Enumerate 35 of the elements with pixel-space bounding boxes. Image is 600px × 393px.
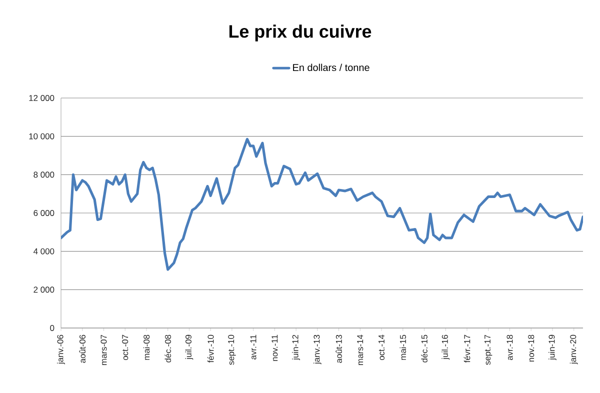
y-tick-label: 12 000: [29, 95, 54, 101]
x-tick-label: janv.-06: [57, 334, 65, 364]
x-tick-label: mai-08: [143, 334, 150, 360]
x-tick-label: nov.-18: [528, 334, 534, 362]
x-tick-label: sept.-10: [228, 334, 236, 365]
line-series: [61, 138, 584, 271]
x-tick-label: mai-15: [400, 334, 406, 360]
y-tick-label: 4 000: [33, 248, 54, 254]
x-tick-label: sept.-17: [484, 334, 492, 365]
x-tick-label: nov.-11: [272, 334, 278, 361]
chart-title: Le prix du cuivre: [229, 24, 372, 42]
x-tick-label: avr.-18: [506, 334, 513, 360]
x-tick-label: juil.-09: [185, 334, 194, 360]
x-tick-label: avr.-11: [250, 334, 256, 360]
x-tick-label: janv.-20: [570, 334, 578, 364]
y-tick-label: 2 000: [34, 286, 54, 293]
x-tick-label: févr.-10: [207, 334, 214, 363]
x-tick-label: oct.-14: [378, 334, 384, 360]
x-tick-label: déc.-15: [421, 334, 428, 362]
y-tick-label: 10 000: [29, 133, 54, 140]
x-tick-label: août-13: [336, 334, 342, 363]
x-tick-label: janv.-13: [313, 334, 322, 364]
y-tick-label: 6 000: [34, 210, 54, 216]
x-tick-label: févr.-17: [464, 334, 470, 363]
x-tick-label: mars-07: [100, 334, 107, 366]
x-tick-label: mars-14: [357, 334, 364, 366]
x-tick-label: oct.-07: [122, 334, 128, 360]
x-tick-label: août-06: [79, 334, 86, 363]
x-tick-label: déc.-08: [164, 334, 171, 362]
legend-label: En dollars / tonne: [293, 64, 370, 72]
y-tick-label: 8 000: [34, 172, 54, 178]
x-tick-label: juin-19: [548, 334, 556, 360]
y-tick-label: 0: [50, 325, 54, 331]
x-tick-label: juin-12: [292, 334, 300, 360]
x-tick-label: juil.-16: [442, 334, 450, 360]
